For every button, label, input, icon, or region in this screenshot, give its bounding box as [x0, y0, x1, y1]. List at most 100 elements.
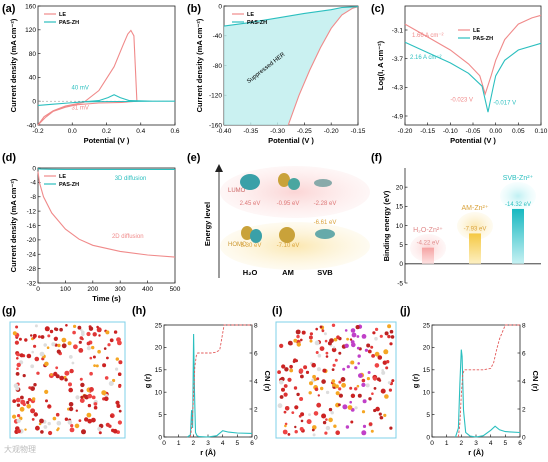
- atom: [283, 392, 288, 397]
- atom: [321, 329, 325, 333]
- series-line-gr: [454, 349, 521, 438]
- atom: [312, 425, 317, 430]
- atom: [296, 342, 301, 347]
- atom: [287, 433, 291, 436]
- atom: [354, 387, 358, 391]
- y-tick-label: -3.1: [392, 27, 404, 34]
- homo-value: -7.10 eV: [277, 243, 300, 249]
- atom: [32, 333, 37, 338]
- atom: [46, 346, 50, 350]
- atom: [93, 405, 98, 410]
- x-axis-label: Potential (V ): [450, 136, 496, 145]
- h2o-homo-orbital-2: [250, 229, 262, 243]
- atom: [331, 368, 335, 371]
- y-tick-label: -8: [30, 194, 36, 201]
- annotation-le-current: 1.66 A cm⁻²: [412, 33, 444, 39]
- y-tick-label: 5: [158, 412, 162, 419]
- atom: [371, 392, 374, 396]
- atom: [87, 403, 92, 408]
- atom: [86, 346, 91, 351]
- atom: [112, 378, 116, 383]
- x-tick-label: 5: [236, 440, 240, 447]
- panel-label-f: (f): [371, 152, 382, 164]
- legend-label-le: LE: [59, 12, 66, 18]
- atom: [73, 344, 78, 350]
- chart-a-cv: -0.2 0.0 0.2 0.4 0.6 -40 0 40 80 120 160 Potential …: [9, 3, 180, 145]
- atom: [380, 388, 386, 394]
- atom: [315, 327, 319, 331]
- atom: [279, 395, 284, 399]
- y-tick-label: -160: [209, 122, 222, 129]
- atom: [20, 399, 26, 405]
- x-tick-label: 1: [445, 440, 449, 447]
- atom: [370, 429, 374, 433]
- atom: [50, 373, 53, 376]
- complex-glow: [500, 182, 536, 210]
- legend-label-le: LE: [59, 174, 66, 180]
- atom: [298, 414, 302, 418]
- atom: [71, 361, 75, 365]
- x-axis-label: r (Å): [468, 448, 484, 457]
- atom: [91, 417, 96, 423]
- atom: [383, 413, 387, 417]
- atom: [69, 368, 74, 374]
- atom: [321, 379, 326, 384]
- h2o-homo-orbital-1: [241, 226, 253, 240]
- atom: [350, 340, 355, 344]
- atom: [300, 374, 304, 379]
- atom: [16, 362, 21, 368]
- atom: [55, 412, 60, 417]
- chart-d-chronoamperometry: 0 100 200 300 400 500 -32 -28 -24 -20 -16 -12 -8 -4 0 T…: [9, 165, 181, 303]
- series-line-le: [37, 29, 138, 126]
- atom: [350, 420, 354, 424]
- annotation-le-potential: -0.023 V: [450, 98, 473, 104]
- atom: [384, 394, 389, 399]
- atom: [347, 405, 353, 410]
- y-tick-label: 10: [423, 390, 431, 397]
- atom: [361, 378, 366, 383]
- atom: [294, 425, 297, 429]
- atom: [357, 354, 361, 358]
- y-tick-label: -4: [30, 180, 36, 187]
- lumo-value: -0.95 eV: [277, 201, 300, 207]
- atom: [95, 364, 99, 368]
- atom: [342, 367, 346, 371]
- atom: [368, 397, 372, 401]
- atom: [383, 349, 389, 355]
- panel-label-d: (d): [2, 152, 16, 164]
- y-tick-label: -3.7: [392, 56, 404, 63]
- atom: [96, 327, 102, 333]
- atom: [78, 340, 82, 344]
- molecule-label: SVB: [317, 268, 333, 277]
- atom: [334, 384, 339, 389]
- atom: [87, 393, 93, 399]
- atom: [349, 400, 353, 404]
- molecule-label: AM: [282, 268, 294, 277]
- series-line-pas: [223, 6, 359, 27]
- atom: [107, 343, 111, 347]
- atom: [34, 356, 40, 362]
- atom: [115, 367, 119, 371]
- atom: [378, 412, 382, 416]
- atom: [315, 351, 319, 354]
- y-axis-label: g (r): [143, 373, 152, 388]
- legend-label-le: LE: [473, 28, 480, 34]
- atom: [28, 386, 32, 390]
- atom: [299, 427, 304, 431]
- atom: [313, 411, 319, 416]
- panel-label-c: (c): [371, 3, 385, 15]
- atom: [308, 391, 312, 395]
- atom: [332, 363, 336, 367]
- atom: [59, 375, 65, 381]
- atom: [16, 429, 21, 434]
- atom: [30, 334, 33, 337]
- y-tick-label: 80: [29, 51, 37, 58]
- atom: [321, 413, 327, 419]
- atom: [91, 345, 95, 350]
- chart-b-lsv: -0.40 -0.35 -0.30 -0.25 -0.20 -0.15 -160 -120 -8…: [195, 3, 366, 145]
- homo-value: -6.61 eV: [314, 220, 337, 226]
- atom: [79, 398, 85, 403]
- annotation-2d-diffusion: 2D diffusion: [112, 234, 144, 240]
- atom: [346, 365, 350, 369]
